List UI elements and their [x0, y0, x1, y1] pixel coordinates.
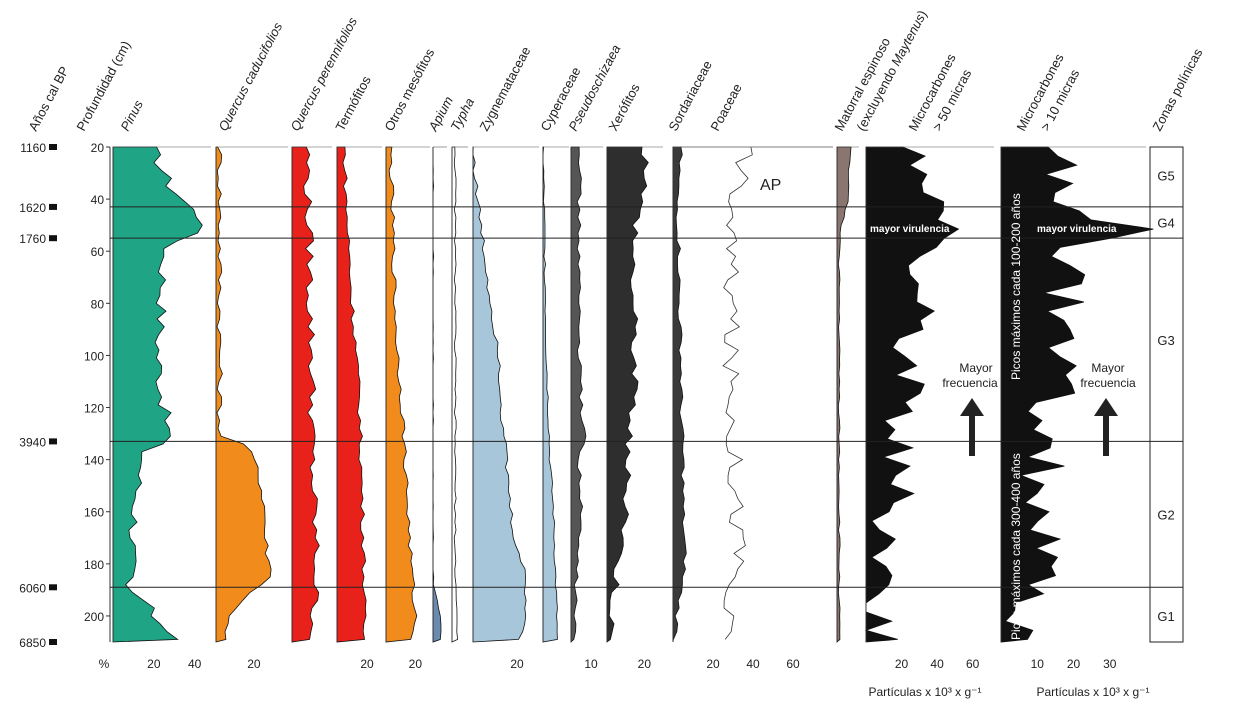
- series-area-cyperaceae: [542, 146, 558, 643]
- depth-tick-100: 100: [84, 349, 104, 363]
- depth-tick-140: 140: [84, 454, 104, 468]
- series-area-microcarbones-10-micras: [1000, 146, 1154, 643]
- age-marker-6060: [49, 584, 57, 591]
- annotation-ap: AP: [760, 177, 781, 194]
- series-area-typha: [451, 146, 459, 643]
- header-pinus: Pinus: [117, 97, 146, 133]
- depth-tick-160: 160: [84, 506, 104, 520]
- unit-label-50: Partículas x 10³ x g⁻¹: [868, 685, 981, 699]
- xtick-zygnemataceae-20: 20: [510, 657, 524, 671]
- age-label-1160: 1160: [20, 141, 46, 155]
- arrow-shaft-50: [969, 414, 975, 456]
- age-label-1620: 1620: [19, 201, 46, 215]
- xtick-microcarbones-50-micras-60: 60: [966, 657, 980, 671]
- annotation-virulencia-10: mayor virulencia: [1037, 224, 1117, 235]
- age-label-6060: 6060: [19, 581, 46, 595]
- annotation-picos-bottom: Picos máximos cada 300-400 años: [1009, 453, 1023, 640]
- annotation-frecuencia-10-l2: frecuencia: [1080, 376, 1136, 390]
- age-marker-3940: [49, 438, 57, 445]
- age-marker-1760: [49, 235, 57, 242]
- age-label-6850: 6850: [19, 636, 46, 650]
- series-area-otros-mes-fitos: [385, 146, 418, 643]
- xtick-sordariaceae-40: 40: [746, 657, 760, 671]
- header-poaceae: Poaceae: [707, 81, 744, 133]
- annotation-frecuencia-50-l2: frecuencia: [942, 376, 998, 390]
- series-area-quercus-perennifolios: [291, 146, 320, 643]
- depth-tick-20: 20: [91, 141, 105, 155]
- series-area-microcarbones-50-micras: [864, 146, 960, 643]
- series-area-pinus: [112, 146, 203, 643]
- xtick-term-fitos-20: 20: [360, 657, 374, 671]
- series-line-ap: [722, 146, 753, 640]
- header-zonas: Zonas polínicas: [1149, 46, 1205, 134]
- header-termofitos: Termófitos: [332, 73, 374, 133]
- annotation-frecuencia-50-l1: Mayor: [959, 361, 992, 375]
- annotation-virulencia-50: mayor virulencia: [870, 224, 950, 235]
- series-area-matorral-espinoso-excluyendo-maytenus: [836, 146, 852, 643]
- zone-column: [1149, 146, 1184, 643]
- header-quercus-caducifolios: Quercus caducifolios: [215, 19, 285, 133]
- xtick-microcarbones-10-micras-20: 20: [1067, 657, 1081, 671]
- age-marker-6850: [49, 639, 57, 645]
- xtick-sordariaceae-60: 60: [786, 657, 800, 671]
- arrow-head-10: [1094, 398, 1118, 416]
- xtick-microcarbones-50-micras-20: 20: [895, 657, 909, 671]
- series-area-zygnemataceae: [472, 146, 527, 643]
- xtick-otros-mes-fitos-20: 20: [409, 657, 423, 671]
- xtick-pseudoschizaea-10: 10: [584, 657, 598, 671]
- age-label-1760: 1760: [19, 232, 46, 246]
- series-area-xer-fitos: [606, 146, 649, 643]
- series-area-pseudoschizaea: [570, 146, 587, 643]
- zone-label-g1: G1: [1157, 609, 1174, 624]
- age-axis-title: Años cal BP: [25, 64, 71, 134]
- annotation-frecuencia-10-l1: Mayor: [1091, 361, 1124, 375]
- series-area-apium: [432, 147, 442, 643]
- series-area-term-fitos: [336, 146, 367, 643]
- xtick-pinus-40: 40: [188, 657, 202, 671]
- xtick-microcarbones-10-micras-10: 10: [1031, 657, 1045, 671]
- depth-tick-80: 80: [91, 297, 105, 311]
- xtick-xer-fitos-20: 20: [638, 657, 652, 671]
- header-sordariaceae: Sordariaceae: [665, 58, 715, 133]
- depth-tick-60: 60: [91, 245, 105, 259]
- percent-symbol: %: [99, 657, 110, 671]
- xtick-microcarbones-50-micras-40: 40: [930, 657, 944, 671]
- age-marker-1160: [49, 144, 57, 150]
- zone-label-g5: G5: [1157, 169, 1174, 184]
- series-area-quercus-caducifolios: [215, 146, 272, 643]
- xtick-pinus-20: 20: [147, 657, 161, 671]
- zone-label-g2: G2: [1157, 507, 1174, 522]
- depth-tick-40: 40: [91, 193, 105, 207]
- zone-label-g3: G3: [1157, 333, 1174, 348]
- arrow-head-50: [960, 398, 984, 416]
- xtick-quercus-caducifolios-20: 20: [247, 657, 261, 671]
- zone-label-g4: G4: [1157, 216, 1174, 231]
- depth-tick-200: 200: [84, 610, 104, 624]
- depth-tick-180: 180: [84, 558, 104, 572]
- depth-tick-120: 120: [84, 402, 104, 416]
- unit-label-10: Partículas x 10³ x g⁻¹: [1036, 685, 1149, 699]
- header-xerofitos: Xerófitos: [605, 81, 643, 134]
- age-label-3940: 3940: [19, 435, 46, 449]
- annotation-picos-top: Picos máximos cada 100-200 años: [1009, 193, 1023, 380]
- series-area-sordariaceae: [672, 146, 687, 643]
- arrow-shaft-10: [1103, 414, 1109, 456]
- xtick-microcarbones-10-micras-30: 30: [1103, 657, 1117, 671]
- header-zygnemataceae: Zygnemataceae: [476, 44, 533, 133]
- age-marker-1620: [49, 203, 57, 210]
- xtick-sordariaceae-20: 20: [706, 657, 720, 671]
